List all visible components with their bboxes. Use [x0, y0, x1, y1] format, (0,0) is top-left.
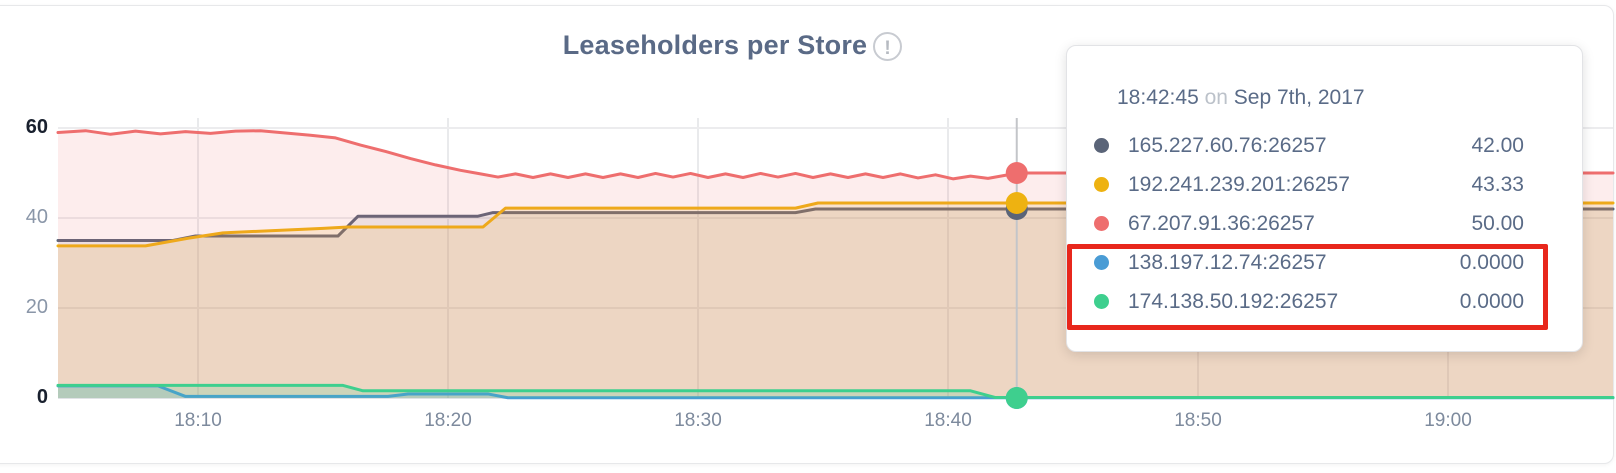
series-value: 50.00	[1471, 211, 1524, 235]
series-address-label: 67.207.91.36:26257	[1128, 211, 1315, 235]
hover-point	[1005, 162, 1028, 184]
tooltip-row: 174.138.50.192:26257 0.0000	[1067, 282, 1582, 321]
series-address-label: 174.138.50.192:26257	[1128, 289, 1339, 313]
tooltip-time: 18:42:45	[1117, 86, 1199, 109]
info-icon[interactable]: !	[873, 32, 902, 61]
x-tick-label: 18:20	[424, 410, 472, 431]
y-tick-label: 0	[36, 386, 48, 408]
series-color-dot	[1094, 294, 1109, 309]
tooltip-row: 192.241.239.201:26257 43.33	[1067, 165, 1582, 204]
y-tick-label: 40	[25, 206, 48, 228]
annotation-highlight-rect	[1067, 244, 1548, 330]
hover-tooltip: 18:42:45 on Sep 7th, 2017 165.227.60.76:…	[1066, 45, 1583, 352]
series-value: 42.00	[1471, 133, 1524, 157]
tooltip-timestamp: 18:42:45 on Sep 7th, 2017	[1117, 86, 1365, 110]
y-tick-label: 60	[25, 116, 48, 138]
series-line	[56, 129, 1615, 181]
series-address-label: 165.227.60.76:26257	[1128, 133, 1327, 157]
series-value: 0.0000	[1459, 250, 1524, 274]
series-color-dot	[1094, 216, 1109, 231]
tooltip-legend: 165.227.60.76:26257 42.00 192.241.239.201:…	[1067, 126, 1582, 321]
tooltip-date: Sep 7th, 2017	[1233, 86, 1365, 109]
series-color-dot	[1094, 177, 1109, 192]
series-address-label: 192.241.239.201:26257	[1128, 172, 1350, 196]
x-tick-label: 18:10	[174, 410, 222, 431]
x-tick-label: 18:40	[924, 410, 972, 431]
series-color-dot	[1094, 255, 1109, 270]
chart-title: Leaseholders per Store	[562, 30, 868, 60]
series-line	[56, 201, 1615, 248]
tooltip-row: 67.207.91.36:26257 50.00	[1067, 204, 1582, 243]
x-tick-label: 19:00	[1424, 410, 1472, 431]
tooltip-row: 138.197.12.74:26257 0.0000	[1067, 243, 1582, 282]
series-color-dot	[1094, 138, 1109, 153]
x-tick-label: 18:30	[674, 410, 722, 431]
series-address-label: 138.197.12.74:26257	[1128, 250, 1327, 274]
x-tick-label: 18:50	[1174, 410, 1222, 431]
hover-point	[1005, 192, 1028, 215]
series-value: 0.0000	[1459, 289, 1524, 313]
tooltip-on-word: on	[1204, 86, 1228, 109]
series-line	[56, 383, 1615, 400]
hover-point	[1005, 387, 1028, 409]
y-tick-label: 20	[25, 296, 48, 318]
series-line	[56, 384, 1615, 400]
series-value: 43.33	[1471, 172, 1524, 196]
tooltip-row: 165.227.60.76:26257 42.00	[1067, 126, 1582, 165]
